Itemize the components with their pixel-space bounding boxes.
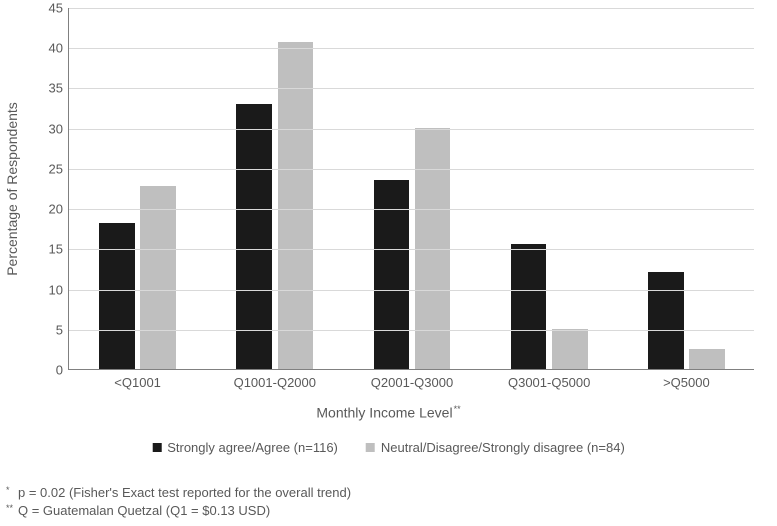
footnote-line: * p = 0.02 (Fisher's Exact test reported… [6, 484, 351, 502]
legend-item: Strongly agree/Agree (n=116) [152, 440, 338, 455]
y-axis-title: Percentage of Respondents [4, 102, 20, 276]
gridline [69, 169, 754, 170]
y-tick-label: 40 [49, 41, 69, 56]
gridline [69, 129, 754, 130]
bar [99, 223, 135, 369]
footnote-text: Q = Guatemalan Quetzal (Q1 = $0.13 USD) [18, 502, 270, 520]
footnote-mark: ** [6, 502, 18, 515]
y-tick-label: 15 [49, 242, 69, 257]
gridline [69, 249, 754, 250]
plot-area: 051015202530354045<Q1001Q1001-Q2000Q2001… [68, 8, 754, 370]
chart-container: 0 5 10 15 20 25 30 35 40 45 <Q1001 Q1001-Q2000 Q2001… [0, 0, 777, 526]
legend: Strongly agree/Agree (n=116) Neutral/Disa… [152, 440, 625, 455]
x-tick-label: >Q5000 [663, 369, 710, 390]
footnote-mark: * [6, 484, 18, 497]
gridline [69, 48, 754, 49]
legend-label: Neutral/Disagree/Strongly disagree (n=84… [381, 440, 625, 455]
y-tick-label: 45 [49, 1, 69, 16]
y-tick-label: 35 [49, 81, 69, 96]
x-tick-label: <Q1001 [114, 369, 161, 390]
y-tick-label: 5 [56, 322, 69, 337]
bar [511, 244, 547, 369]
gridline [69, 330, 754, 331]
bar [552, 329, 588, 369]
y-tick-label: 30 [49, 121, 69, 136]
y-tick-label: 20 [49, 202, 69, 217]
y-tick-label: 25 [49, 161, 69, 176]
x-axis-title: Monthly Income Level [316, 404, 460, 421]
bar [689, 349, 725, 369]
x-tick-label: Q1001-Q2000 [234, 369, 316, 390]
footnote-text: p = 0.02 (Fisher's Exact test reported f… [18, 484, 351, 502]
y-tick-label: 0 [56, 363, 69, 378]
gridline [69, 209, 754, 210]
bar [415, 128, 451, 369]
legend-swatch [152, 443, 161, 452]
footnote-line: ** Q = Guatemalan Quetzal (Q1 = $0.13 US… [6, 502, 351, 520]
x-tick-label: Q2001-Q3000 [371, 369, 453, 390]
legend-item: Neutral/Disagree/Strongly disagree (n=84… [366, 440, 625, 455]
x-axis-title-text: Monthly Income Level [316, 405, 452, 421]
y-tick-label: 10 [49, 282, 69, 297]
bar [648, 272, 684, 369]
legend-swatch [366, 443, 375, 452]
gridline [69, 290, 754, 291]
bar [140, 186, 176, 369]
gridline [69, 88, 754, 89]
footnotes: * p = 0.02 (Fisher's Exact test reported… [6, 484, 351, 520]
x-axis-title-asterisk [453, 405, 461, 421]
bars-layer [69, 8, 754, 369]
gridline [69, 8, 754, 9]
legend-label: Strongly agree/Agree (n=116) [167, 440, 338, 455]
x-tick-label: Q3001-Q5000 [508, 369, 590, 390]
bar [278, 42, 314, 369]
